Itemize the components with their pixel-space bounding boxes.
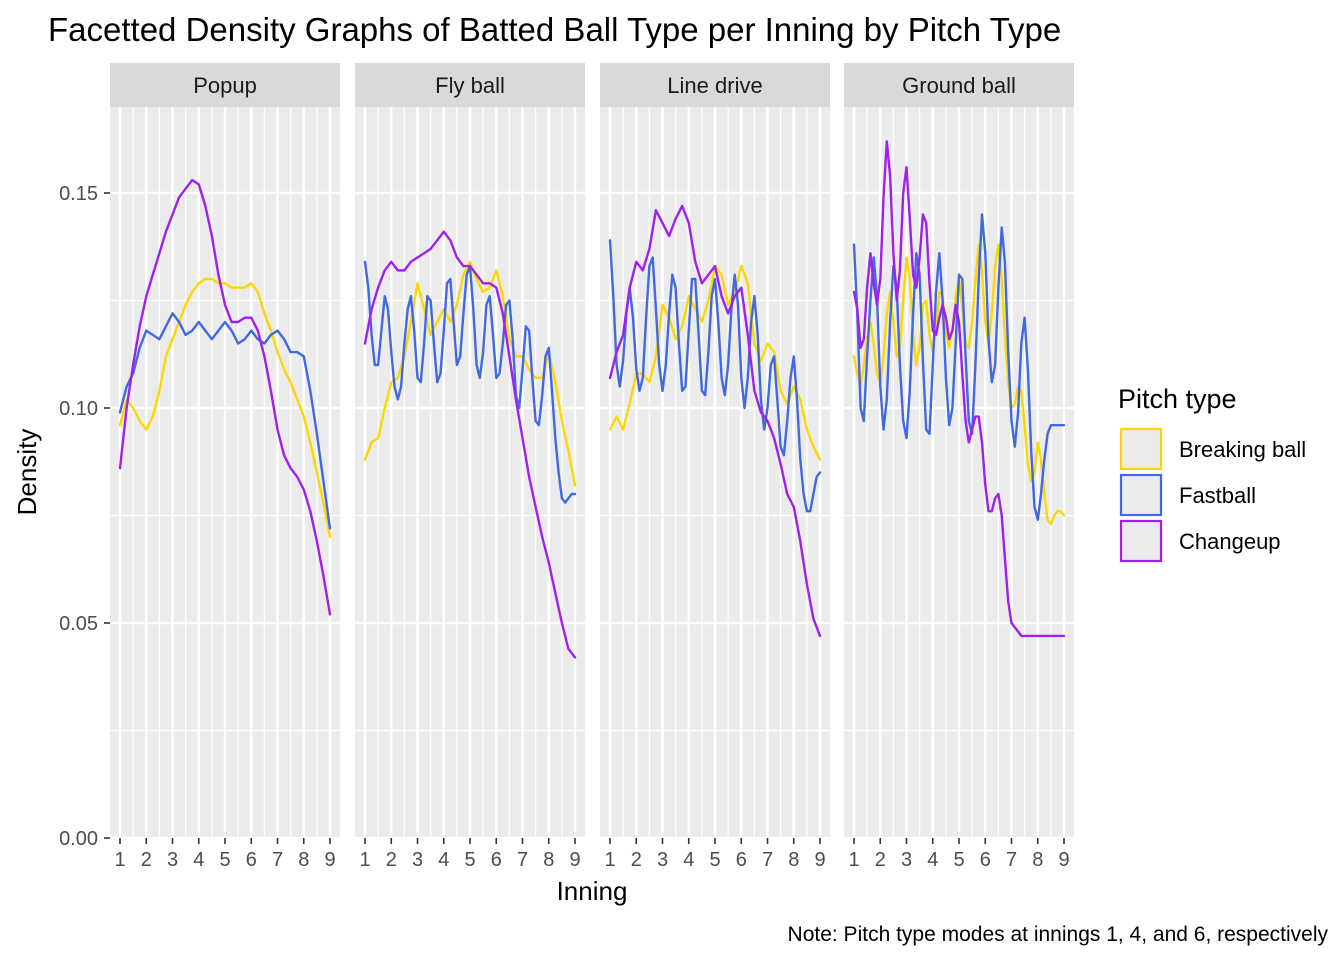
x-tick-label: 9 xyxy=(569,849,580,871)
x-tick-label: 3 xyxy=(657,849,668,871)
series-line-fastball xyxy=(852,213,1066,521)
x-tick-label: 7 xyxy=(762,849,773,871)
facet-fly-ball: Fly ball 1 2 3 4 5 6 7 8 9 xyxy=(355,63,585,871)
series-line-changeup xyxy=(608,204,822,638)
facet-strip xyxy=(355,63,585,107)
x-tick-label: 5 xyxy=(953,849,964,871)
facet-strip-label: Fly ball xyxy=(435,73,505,98)
chart-caption: Note: Pitch type modes at innings 1, 4, … xyxy=(788,923,1329,946)
legend-item-fastball: Fastball xyxy=(1119,473,1256,517)
x-tick-label: 4 xyxy=(438,849,449,871)
legend-item-label: Fastball xyxy=(1179,483,1256,508)
y-tick-label: 0.05 xyxy=(59,613,98,635)
x-axis-title: Inning xyxy=(557,876,628,906)
legend-item-label: Changeup xyxy=(1179,529,1281,554)
x-tick-label: 7 xyxy=(272,849,283,871)
x-tick-label: 4 xyxy=(927,849,938,871)
legend-key-background xyxy=(1120,428,1162,470)
y-tick-label: 0.10 xyxy=(59,398,98,420)
legend-key-swatch xyxy=(1119,427,1163,471)
x-tick-label: 5 xyxy=(464,849,475,871)
legend-key-background xyxy=(1120,520,1162,562)
x-tick-label: 7 xyxy=(517,849,528,871)
x-tick-label: 1 xyxy=(604,849,615,871)
x-tick-label: 2 xyxy=(631,849,642,871)
x-tick-label: 7 xyxy=(1006,849,1017,871)
y-axis: 0.00 0.05 0.10 0.15 xyxy=(59,183,110,850)
facet-strip xyxy=(110,63,340,107)
x-tick-label: 8 xyxy=(543,849,554,871)
x-tick-label: 9 xyxy=(324,849,335,871)
x-tick-label: 4 xyxy=(193,849,204,871)
legend: Pitch type Breaking ball Fastball Changeup xyxy=(1118,384,1306,563)
legend-key-swatch xyxy=(1119,473,1163,517)
y-tick-label: 0.15 xyxy=(59,183,98,205)
facet-line-drive: Line drive 1 2 3 4 5 6 7 8 9 xyxy=(600,63,830,871)
x-tick-label: 2 xyxy=(386,849,397,871)
facet-strip-label: Popup xyxy=(193,73,257,98)
x-tick-label: 5 xyxy=(219,849,230,871)
legend-item-label: Breaking ball xyxy=(1179,437,1306,462)
facet-strip xyxy=(600,63,830,107)
x-tick-label: 8 xyxy=(788,849,799,871)
y-tick-label: 0.00 xyxy=(59,828,98,850)
series-line-changeup xyxy=(852,140,1066,638)
facet-strip xyxy=(844,63,1074,107)
facet-popup: Popup 1 2 3 4 5 6 7 8 9 xyxy=(110,63,340,871)
x-tick-label: 6 xyxy=(491,849,502,871)
x-tick-label: 3 xyxy=(412,849,423,871)
series-line-breaking-ball xyxy=(118,277,332,539)
series-line-changeup xyxy=(363,230,577,659)
x-tick-label: 2 xyxy=(875,849,886,871)
series-line-fastball xyxy=(608,239,822,513)
y-axis-title: Density xyxy=(12,429,42,516)
x-tick-label: 6 xyxy=(736,849,747,871)
facet-ground-ball: Ground ball 1 2 3 4 5 6 7 8 9 xyxy=(844,63,1074,871)
x-tick-label: 9 xyxy=(1058,849,1069,871)
series-line-changeup xyxy=(118,178,332,616)
legend-title: Pitch type xyxy=(1118,384,1237,414)
x-tick-label: 4 xyxy=(683,849,694,871)
x-tick-label: 8 xyxy=(298,849,309,871)
x-tick-label: 1 xyxy=(848,849,859,871)
x-tick-label: 9 xyxy=(814,849,825,871)
facet-strip-label: Ground ball xyxy=(902,73,1016,98)
x-tick-label: 2 xyxy=(141,849,152,871)
x-tick-label: 1 xyxy=(114,849,125,871)
x-tick-label: 6 xyxy=(246,849,257,871)
x-tick-label: 8 xyxy=(1032,849,1043,871)
x-tick-label: 3 xyxy=(167,849,178,871)
legend-key-swatch xyxy=(1119,519,1163,563)
legend-key-background xyxy=(1120,474,1162,516)
legend-item-changeup: Changeup xyxy=(1119,519,1281,563)
legend-item-breaking-ball: Breaking ball xyxy=(1119,427,1306,471)
x-tick-label: 6 xyxy=(980,849,991,871)
facet-strip-label: Line drive xyxy=(667,73,762,98)
x-tick-label: 1 xyxy=(359,849,370,871)
x-tick-label: 3 xyxy=(901,849,912,871)
series-line-breaking-ball xyxy=(363,260,577,487)
x-tick-label: 5 xyxy=(709,849,720,871)
chart-title: Facetted Density Graphs of Batted Ball T… xyxy=(48,11,1061,48)
series-line-fastball xyxy=(118,312,332,530)
